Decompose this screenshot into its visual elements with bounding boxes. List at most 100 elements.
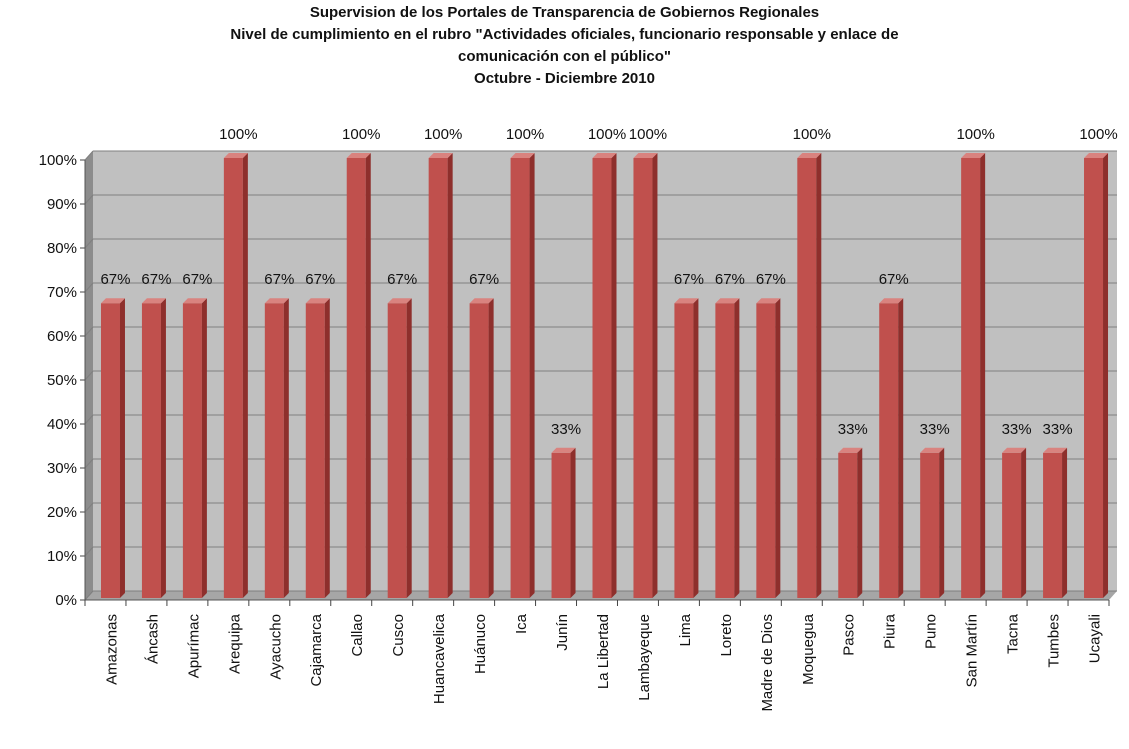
gridline-side: [84, 590, 94, 601]
data-label: 33%: [1043, 421, 1073, 438]
bar-side: [160, 298, 166, 598]
bar-side: [980, 153, 986, 598]
bar: [1002, 452, 1022, 598]
data-label: 33%: [838, 421, 868, 438]
data-label: 100%: [424, 126, 462, 143]
x-tick-label: Ica: [513, 613, 530, 634]
data-label: 67%: [182, 271, 212, 288]
x-tick-label: Madre de Dios: [759, 614, 776, 712]
x-tick-label: Pasco: [841, 614, 858, 656]
data-label: 67%: [305, 271, 335, 288]
bar-top: [1002, 447, 1027, 453]
bar-top: [551, 447, 576, 453]
bar: [305, 303, 325, 598]
data-label: 100%: [588, 126, 626, 143]
bar: [879, 303, 899, 598]
data-label: 67%: [715, 271, 745, 288]
data-label: 67%: [264, 271, 294, 288]
data-label: 67%: [879, 271, 909, 288]
data-label: 67%: [100, 271, 130, 288]
data-label: 100%: [629, 126, 667, 143]
y-tick-label: 20%: [47, 504, 77, 521]
bar-side: [611, 153, 617, 598]
bar-side: [529, 153, 535, 598]
bar-top: [1084, 153, 1109, 158]
bar: [592, 158, 612, 598]
bar-top: [182, 298, 207, 304]
bar: [346, 158, 366, 598]
bar-side: [488, 298, 494, 598]
bar-top: [715, 298, 740, 304]
bar-side: [939, 447, 945, 598]
gridline-side: [84, 546, 94, 557]
bar-top: [264, 298, 289, 304]
bar-side: [406, 298, 412, 598]
bar-side: [857, 447, 863, 598]
bar-side: [119, 298, 125, 598]
x-tick-label: Tacna: [1005, 613, 1022, 654]
x-tick-label: Moquegua: [800, 613, 817, 685]
bar: [100, 303, 120, 598]
bar-top: [838, 447, 863, 453]
bar-top: [100, 298, 125, 304]
gridline-side: [84, 414, 94, 425]
bar-top: [346, 153, 371, 158]
gridline-side: [84, 238, 94, 249]
data-label: 33%: [920, 421, 950, 438]
data-label: 100%: [956, 126, 994, 143]
y-tick-label: 10%: [47, 548, 77, 565]
bar-top: [920, 447, 945, 453]
gridline-side: [84, 150, 94, 161]
gridline-side: [84, 326, 94, 337]
x-tick-label: Huánuco: [472, 614, 489, 674]
bar-side: [1062, 447, 1068, 598]
data-label: 67%: [141, 271, 171, 288]
bar-side: [734, 298, 740, 598]
bar: [674, 303, 694, 598]
bar-side: [242, 153, 248, 598]
bar-top: [592, 153, 617, 158]
bar-side: [324, 298, 330, 598]
x-tick-label: Cajamarca: [308, 613, 325, 686]
data-label: 100%: [793, 126, 831, 143]
data-label: 67%: [387, 271, 417, 288]
bar-top: [756, 298, 781, 304]
x-tick-label: Loreto: [718, 614, 735, 657]
chart-title-line-3: comunicación con el público": [458, 48, 671, 65]
bar: [510, 158, 530, 598]
bar: [223, 158, 243, 598]
x-tick-label: Apurímac: [185, 614, 202, 679]
bar: [715, 303, 735, 598]
gridline-side: [84, 194, 94, 205]
data-label: 100%: [219, 126, 257, 143]
x-tick-label: Ucayali: [1086, 614, 1103, 663]
x-tick-label: Ayacucho: [267, 614, 284, 680]
bar-side: [1021, 447, 1027, 598]
bar-side: [570, 447, 576, 598]
bar: [1084, 158, 1104, 598]
bar: [961, 158, 981, 598]
bar: [633, 158, 653, 598]
bar: [756, 303, 776, 598]
y-tick-label: 60%: [47, 328, 77, 345]
chart-title-line-1: Supervision de los Portales de Transpare…: [309, 4, 820, 21]
gridline-side: [84, 282, 94, 293]
bar: [838, 452, 858, 598]
bar-top: [674, 298, 699, 304]
y-tick-label: 80%: [47, 240, 77, 257]
bar-side: [447, 153, 453, 598]
gridline-side: [84, 458, 94, 469]
chart-title-line-2: Nivel de cumplimiento en el rubro "Activ…: [230, 26, 899, 43]
x-tick-label: Junín: [554, 614, 571, 651]
bar-side: [775, 298, 781, 598]
bar-top: [633, 153, 658, 158]
data-label: 67%: [674, 271, 704, 288]
bar-top: [961, 153, 986, 158]
bar: [141, 303, 161, 598]
y-tick-label: 30%: [47, 460, 77, 477]
x-tick-label: Huancavelica: [431, 613, 448, 704]
data-label: 67%: [756, 271, 786, 288]
bar: [920, 452, 940, 598]
bar-side: [283, 298, 289, 598]
